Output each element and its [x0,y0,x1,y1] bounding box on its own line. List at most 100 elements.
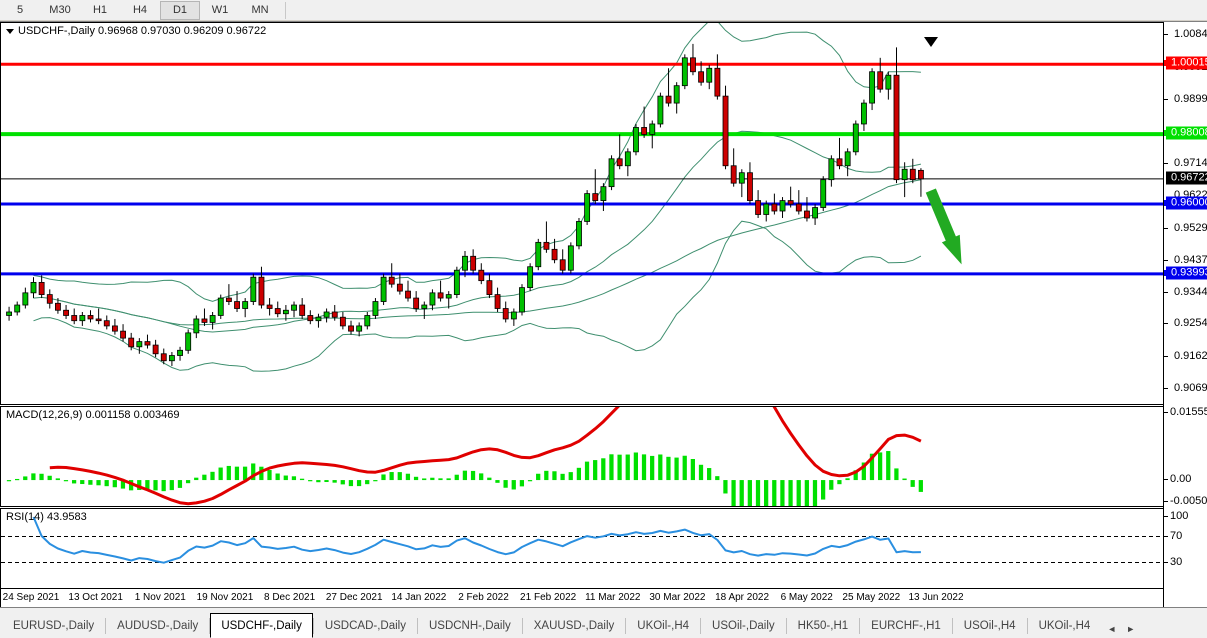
axis-tick [1164,34,1168,36]
timeframe-button-mn[interactable]: MN [251,4,269,16]
tab-separator [785,618,787,634]
timeframe-button-d1[interactable]: D1 [160,0,200,20]
rsi-plot [1,516,1163,564]
axis-tick [1164,516,1168,517]
timeframe-button-h4[interactable]: H4 [132,4,148,16]
rsi-pane-header: RSI(14) 43.9583 [6,511,87,523]
macd-axis-label: 0.01555 [1170,406,1207,419]
resistance-line-label[interactable]: 1.00015 [1166,56,1207,70]
price-axis-label: 0.98995 [1174,92,1207,105]
chart-tab-ukoilh4[interactable]: UKOil-,H4 [637,620,690,632]
timeframe-button-h1[interactable]: H1 [92,4,108,16]
price-line-handle[interactable] [1164,200,1170,207]
axis-tick [1164,259,1168,261]
date-axis-label: 13 Jun 2022 [908,592,964,603]
price-pane-header: USDCHF-,Daily 0.96968 0.97030 0.96209 0.… [6,25,266,37]
price-axis-label: 0.97145 [1174,157,1207,170]
tab-separator [105,618,107,634]
price-line-handle[interactable] [1164,60,1170,67]
toolbar-separator [285,1,286,19]
chart-tab-usdchfdaily[interactable]: USDCHF-,Daily [210,613,313,638]
date-axis-label: 8 Dec 2021 [263,592,316,603]
tab-separator [209,618,211,634]
chart-tab-eurusddaily[interactable]: EURUSD-,Daily [13,620,95,632]
date-axis-label: 30 Mar 2022 [649,592,706,603]
tab-next-icon[interactable]: ► [1126,624,1136,634]
chart-tab-hk50h1[interactable]: HK50-,H1 [797,620,849,632]
tab-separator [700,618,702,634]
tab-separator [521,618,523,634]
price-axis-label: 0.90695 [1174,381,1207,394]
price-line-handle[interactable] [1164,269,1170,276]
macd-pane[interactable]: MACD(12,26,9) 0.001158 0.003469 [0,406,1163,507]
timeframe-button-5[interactable]: 5 [16,4,24,16]
date-axis-label: 24 Sep 2021 [2,592,60,603]
chart-tab-eurchfh1[interactable]: EURCHF-,H1 [871,620,941,632]
price-scale-axis[interactable]: 1.00845 0.98995 0.97145 0.95295 0.94370 0.934… [1163,22,1207,608]
date-axis-label: 13 Oct 2021 [68,592,123,603]
support-line-label[interactable]: 0.98008 [1166,126,1207,140]
chart-tab-usdcaddaily[interactable]: USDCAD-,Daily [324,620,406,632]
chart-tab-xauusddaily[interactable]: XAUUSD-,Daily [533,620,615,632]
price-plot [1,23,1163,372]
price-chart-pane[interactable]: USDCHF-,Daily 0.96968 0.97030 0.96209 0.… [0,22,1163,405]
rsi-axis-label: 70 [1170,529,1183,542]
level-line-label[interactable]: 0.96000 [1166,196,1207,210]
rsi-pane[interactable]: RSI(14) 43.9583 [0,508,1163,589]
date-axis-label: 11 Mar 2022 [585,592,641,603]
level-line-label[interactable]: 0.93993 [1166,266,1207,280]
axis-tick [1164,292,1168,293]
macd-axis-label: 0.00 [1170,473,1192,486]
axis-tick [1164,412,1168,414]
date-axis: 24 Sep 2021 13 Oct 2021 1 Nov 2021 19 Nov 2… [0,589,1163,608]
timeframe-button-m30[interactable]: M30 [49,4,71,16]
axis-tick [1164,227,1168,229]
tab-prev-icon[interactable]: ◄ [1107,624,1117,634]
date-axis-label: 1 Nov 2021 [134,592,186,603]
chart-tab-usoilh4[interactable]: USOil-,H4 [963,620,1016,632]
price-axis-label: 0.94370 [1174,253,1207,266]
axis-tick [1164,387,1168,389]
date-axis-label: 2 Feb 2022 [458,592,509,603]
chart-tab-usoildaily[interactable]: USOil-,Daily [712,620,775,632]
date-axis-label: 25 May 2022 [842,592,901,603]
price-axis-label: 1.00845 [1174,28,1207,41]
chart-tab-ukoilh4[interactable]: UKOil-,H4 [1038,620,1091,632]
date-axis-label: 21 Feb 2022 [520,592,577,603]
macd-axis-label: -0.005075 [1170,494,1207,507]
timeframe-button-w1[interactable]: W1 [211,4,229,16]
date-axis-label: 6 May 2022 [780,592,833,603]
axis-tick [1164,98,1168,100]
last-price-label[interactable]: 0.96722 [1166,171,1207,185]
price-axis-label: 0.91620 [1174,349,1207,362]
date-axis-label: 14 Jan 2022 [391,592,447,603]
macd-pane-header: MACD(12,26,9) 0.001158 0.003469 [6,409,180,421]
axis-tick [1164,479,1168,481]
tab-separator [951,618,953,634]
date-axis-label: 18 Apr 2022 [715,592,770,603]
chart-tab-audusddaily[interactable]: AUDUSD-,Daily [117,620,199,632]
axis-tick [1164,535,1168,537]
axis-tick [1164,355,1168,357]
chart-tab-usdcnhdaily[interactable]: USDCNH-,Daily [428,620,511,632]
tab-separator [859,618,861,634]
chart-tabs-bar: EURUSD-,Daily AUDUSD-,Daily USDCHF-,Daily U… [0,607,1207,638]
price-line-handle[interactable] [1164,130,1170,137]
timeframe-toolbar: 5 M30 H1 H4 D1 W1 MN [0,0,1207,21]
macd-plot [6,407,923,506]
rsi-axis-label: 100 [1170,510,1189,522]
axis-tick [1164,163,1168,165]
price-axis-label: 0.93445 [1174,286,1207,298]
tab-separator [312,618,314,634]
collapse-triangle-icon[interactable] [6,28,14,34]
date-axis-label: 19 Nov 2021 [196,592,254,603]
tab-separator [625,618,627,634]
rsi-axis-label: 30 [1170,555,1183,568]
price-axis-label: 0.95295 [1174,221,1207,234]
price-axis-label: 0.92545 [1174,317,1207,330]
tab-separator [1026,618,1028,634]
tab-nav-arrows: ◄ ► [1107,624,1135,634]
axis-tick [1164,323,1168,325]
tab-separator [416,618,418,634]
